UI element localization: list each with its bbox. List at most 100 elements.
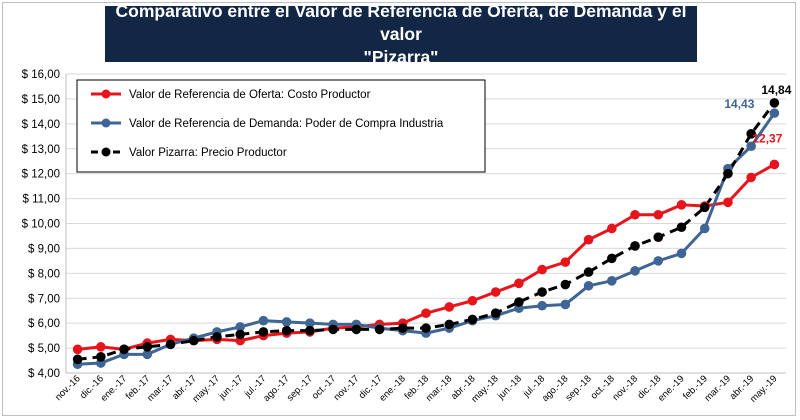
data-point: [165, 339, 176, 350]
data-point: [397, 323, 408, 333]
y-tick-label: $ 7,00: [28, 293, 60, 305]
data-point: [258, 315, 269, 326]
x-tick-label: jun.-18: [495, 373, 524, 402]
data-point: [444, 319, 455, 330]
data-point: [769, 98, 780, 108]
data-point: [281, 317, 292, 327]
y-tick-label: $ 6,00: [28, 318, 60, 330]
x-tick-label: nov.-17: [332, 373, 362, 403]
data-point: [351, 324, 362, 335]
x-tick-label: mar.-19: [702, 373, 733, 404]
y-tick-label: $ 11,00: [22, 194, 60, 206]
legend-swatch-marker: [101, 147, 111, 157]
data-point: [723, 197, 733, 208]
y-tick-label: $ 15,00: [22, 94, 60, 106]
data-point: [188, 335, 199, 346]
data-point: [467, 295, 478, 306]
y-tick-label: $ 12,00: [22, 169, 60, 181]
data-point: [258, 327, 269, 337]
data-point: [607, 276, 617, 286]
data-point: [746, 141, 756, 152]
legend-box: [76, 79, 486, 173]
data-point: [746, 172, 756, 183]
legend-entry: Valor Pizarra: Precio Productor: [129, 147, 287, 159]
data-point: [72, 354, 83, 365]
data-point: [305, 325, 315, 336]
legend-entry: Valor de Referencia de Demanda: Poder de…: [129, 118, 444, 130]
legend-entry: Valor de Referencia de Oferta: Costo Pro…: [129, 89, 371, 101]
data-labels: 12,37 14,43 14,84: [724, 83, 791, 146]
data-point: [305, 318, 315, 328]
data-point: [142, 342, 153, 352]
series-points: [72, 98, 780, 370]
data-label: 14,84: [761, 83, 791, 97]
data-point: [676, 248, 687, 259]
data-point: [490, 308, 501, 319]
data-point: [467, 314, 478, 325]
data-point: [699, 202, 710, 213]
x-tick-label: mar.-17: [145, 373, 176, 404]
data-point: [421, 308, 431, 319]
y-tick-label: $ 8,00: [28, 268, 60, 280]
data-point: [514, 297, 524, 307]
data-point: [560, 299, 571, 310]
data-point: [653, 256, 664, 266]
data-point: [699, 223, 710, 234]
data-point: [630, 209, 640, 220]
data-point: [537, 287, 547, 297]
x-tick-label: sep.-18: [564, 373, 594, 403]
data-point: [235, 329, 245, 340]
legend-swatch-marker: [101, 118, 111, 128]
data-label: 14,43: [724, 97, 754, 111]
data-point: [235, 322, 245, 332]
y-axis-ticks: $ 4,00 $ 5,00 $ 6,00 $ 7,00 $ 8,00 $ 9,00 $ 10…: [22, 69, 60, 380]
x-axis-ticks: nov.-16dic.-16ene.-17feb.-17mar.-17abr.-…: [53, 373, 779, 405]
data-point: [583, 280, 594, 291]
data-point: [746, 129, 756, 139]
data-point: [630, 266, 640, 276]
x-tick-label: nov.-18: [610, 373, 640, 403]
data-point: [723, 168, 733, 179]
y-tick-label: $ 13,00: [22, 144, 60, 156]
data-point: [676, 200, 687, 210]
x-tick-label: jun.-17: [216, 373, 245, 402]
data-point: [676, 222, 687, 233]
data-point: [769, 159, 780, 170]
y-tick-label: $ 4,00: [28, 368, 60, 380]
data-point: [119, 344, 129, 355]
legend: Valor de Referencia de Oferta: Costo Pro…: [76, 79, 486, 173]
y-tick-label: $ 10,00: [22, 219, 60, 231]
x-tick-label: ene.-18: [377, 373, 408, 404]
data-point: [490, 287, 501, 297]
data-point: [537, 300, 547, 311]
chart-title-box: Comparativo entre el Valor de Referencia…: [105, 1, 697, 67]
chart-title: Comparativo entre el Valor de Referencia…: [115, 0, 687, 67]
data-point: [421, 323, 431, 333]
axes: [65, 74, 786, 374]
data-point: [653, 209, 664, 220]
x-tick-label: ene.-17: [99, 373, 130, 404]
x-tick-label: sep.-17: [285, 373, 315, 403]
y-tick-label: $ 16,00: [22, 69, 60, 81]
data-point: [328, 324, 338, 335]
x-tick-label: ene.-19: [656, 373, 687, 404]
data-point: [560, 279, 571, 290]
data-point: [583, 267, 594, 277]
data-point: [560, 257, 571, 267]
data-point: [537, 264, 547, 275]
data-point: [607, 253, 617, 264]
data-point: [630, 241, 640, 251]
data-point: [607, 223, 617, 234]
data-point: [212, 332, 222, 342]
data-point: [142, 349, 153, 360]
data-point: [281, 325, 292, 336]
y-tick-label: $ 9,00: [28, 243, 60, 255]
data-label: 12,37: [752, 131, 782, 145]
y-tick-label: $ 5,00: [28, 343, 60, 355]
legend-swatch-marker: [101, 89, 111, 99]
x-tick-label: mar.-18: [424, 373, 455, 404]
data-point: [444, 302, 455, 312]
data-point: [583, 234, 594, 245]
data-point: [96, 352, 106, 362]
